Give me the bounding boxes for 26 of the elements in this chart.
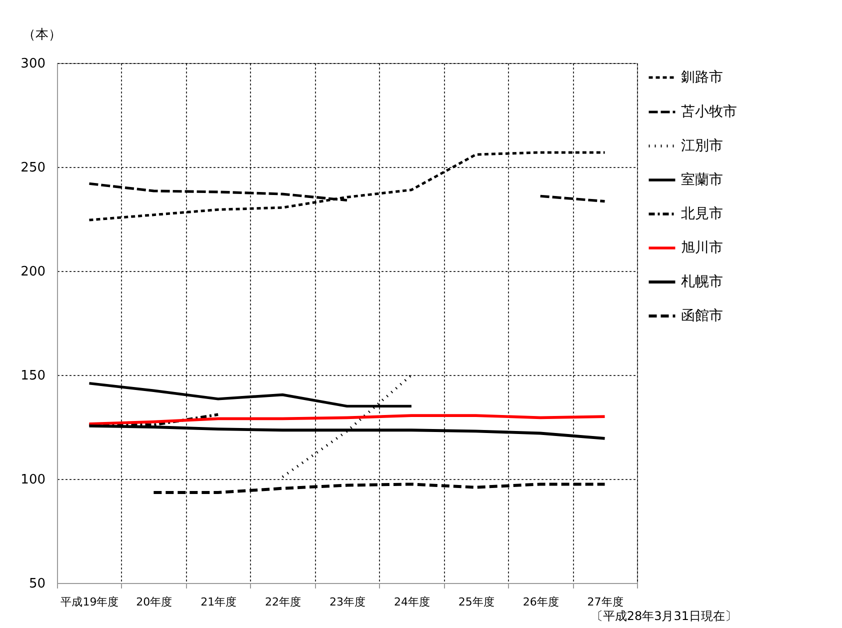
x-tick-label: 20年度 (136, 596, 172, 608)
legend-label: 釧路市 (681, 70, 723, 86)
text: 〔平成28年3月31日現在〕 (590, 609, 737, 623)
x-tick-label: 21年度 (200, 596, 237, 608)
y-tick-label: 200 (20, 264, 46, 280)
x-tick-label: 22年度 (265, 596, 302, 608)
legend-label: 苫小牧市 (681, 104, 737, 120)
x-tick-label: 23年度 (330, 596, 366, 608)
x-tick-label: 平成19年度 (60, 596, 119, 608)
y-tick-label: 300 (20, 56, 46, 72)
x-tick-label: 27年度 (587, 596, 624, 608)
legend-label: 北見市 (681, 206, 723, 222)
x-tick-label: 26年度 (522, 596, 559, 608)
x-tick-label: 25年度 (458, 596, 494, 608)
y-tick-label: 250 (20, 160, 46, 176)
legend-label: 札幌市 (681, 274, 723, 290)
legend-label: 室蘭市 (681, 172, 723, 188)
y-axis-title: （本） (22, 28, 62, 42)
y-tick-label: 100 (20, 472, 46, 488)
line-series (88, 414, 606, 426)
legend-label: 函館市 (681, 308, 723, 324)
legend-label: 江別市 (681, 138, 723, 154)
y-tick-label: 150 (20, 368, 46, 384)
x-tick-label: 24年度 (394, 596, 430, 608)
y-tick-label: 50 (28, 576, 46, 592)
legend-label: 旭川市 (681, 240, 723, 256)
